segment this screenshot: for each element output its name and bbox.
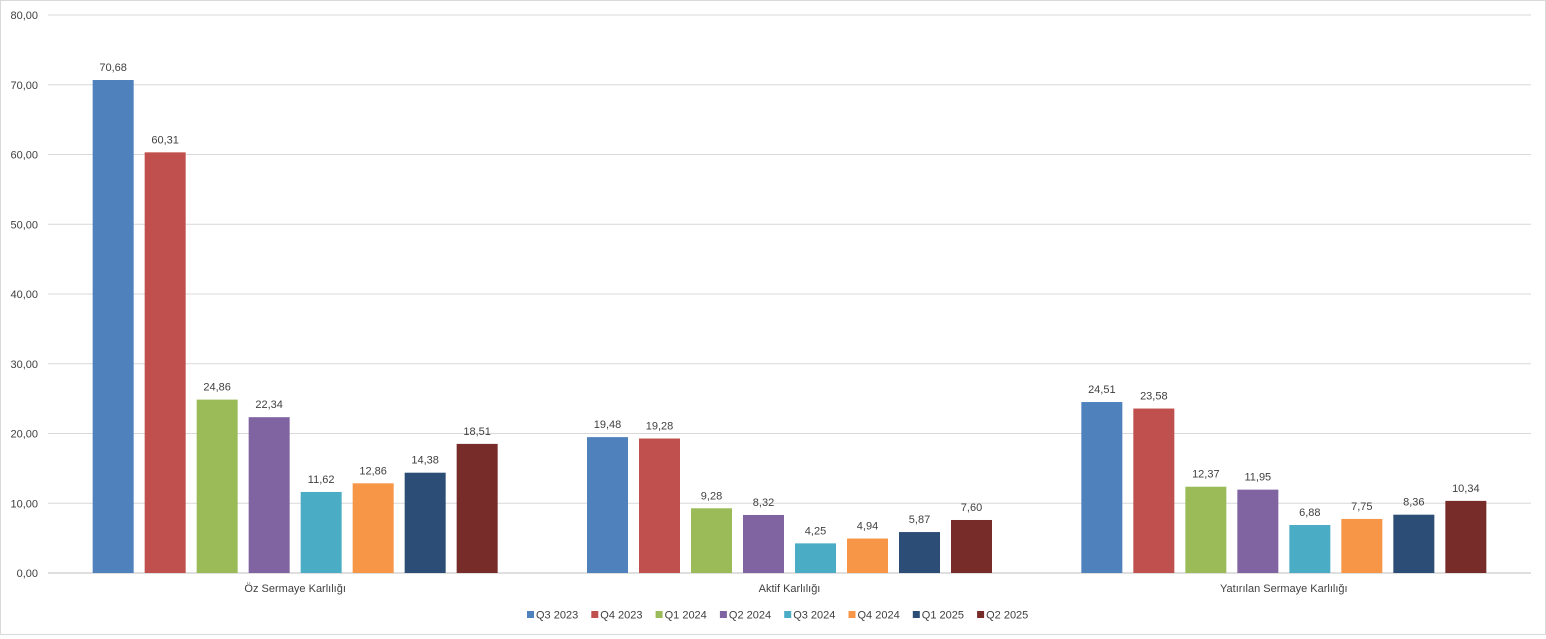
bar (1081, 402, 1123, 573)
data-label: 11,62 (308, 474, 335, 486)
data-label: 11,95 (1244, 472, 1271, 484)
y-tick-label: 60,00 (10, 150, 38, 162)
data-label: 19,48 (594, 419, 622, 431)
data-label: 14,38 (411, 455, 439, 467)
data-label: 8,36 (1403, 497, 1424, 509)
legend-swatch (977, 611, 985, 618)
bar (404, 472, 446, 573)
data-label: 5,87 (909, 514, 930, 526)
legend: Q3 2023 Q4 2023 Q1 2024 Q2 2024 Q3 2024 Q4 20… (527, 610, 1028, 622)
legend-label: Q3 2023 (536, 610, 578, 622)
legend-label: Q4 2024 (858, 610, 900, 622)
legend-swatch (912, 611, 920, 618)
legend-swatch (719, 611, 727, 618)
bar (691, 508, 732, 573)
y-tick-label: 10,00 (10, 498, 38, 510)
data-label: 7,75 (1351, 501, 1372, 513)
data-label: 6,88 (1299, 507, 1320, 519)
x-axis-category-labels: Öz Sermaye Karlılığı Aktif Karlılığı Yatır… (244, 583, 1347, 595)
y-tick-label: 0,00 (17, 568, 38, 580)
bar (899, 532, 940, 573)
bar (1341, 518, 1383, 573)
y-tick-label: 20,00 (10, 429, 38, 441)
data-label: 18,51 (463, 426, 491, 438)
bar (1133, 408, 1175, 573)
bar (92, 80, 134, 574)
data-label: 24,86 (203, 382, 231, 394)
data-label: 9,28 (701, 490, 722, 502)
legend-label: Q1 2024 (665, 610, 707, 622)
bar (1393, 514, 1435, 573)
legend-label: Q4 2023 (600, 610, 642, 622)
bar (248, 417, 290, 573)
y-tick-label: 70,00 (10, 80, 38, 92)
bar (639, 438, 680, 573)
data-label: 70,68 (99, 62, 127, 74)
data-label: 23,58 (1140, 391, 1168, 403)
y-tick-label: 50,00 (10, 219, 38, 231)
data-label: 4,94 (857, 521, 878, 533)
data-label: 12,86 (359, 465, 387, 477)
legend-label: Q1 2025 (922, 610, 964, 622)
data-label: 60,31 (151, 134, 179, 146)
category-label: Yatırılan Sermaye Karlılığı (1220, 583, 1348, 595)
bar (1237, 489, 1279, 573)
bar (196, 399, 238, 573)
legend-label: Q2 2024 (729, 610, 771, 622)
legend-swatch (848, 611, 856, 618)
legend-label: Q2 2025 (986, 610, 1028, 622)
y-tick-label: 40,00 (10, 289, 38, 301)
bar (1185, 486, 1227, 573)
data-label: 10,34 (1452, 483, 1480, 495)
legend-swatch (527, 611, 534, 618)
bar (300, 491, 342, 573)
bar (456, 443, 498, 573)
data-label: 24,51 (1088, 384, 1116, 396)
legend-swatch (655, 611, 663, 618)
legend-swatch (591, 611, 599, 618)
bars (92, 80, 1487, 574)
bar (587, 437, 628, 573)
bar (951, 519, 992, 573)
y-tick-label: 80,00 (10, 10, 38, 22)
bar (1445, 500, 1487, 573)
data-labels: 70,68 60,31 24,86 22,34 11,62 12,86 14,38 18,51… (99, 62, 1479, 537)
gridlines (48, 14, 1531, 574)
bar (1289, 525, 1331, 573)
data-label: 12,37 (1192, 469, 1220, 481)
bar (743, 514, 784, 573)
data-label: 8,32 (753, 497, 774, 509)
data-label: 7,60 (961, 502, 982, 514)
bar (352, 483, 394, 573)
bar (795, 543, 836, 573)
y-tick-label: 30,00 (10, 359, 38, 371)
legend-swatch (784, 611, 792, 618)
data-label: 4,25 (805, 525, 826, 537)
category-label: Aktif Karlılığı (759, 583, 821, 595)
bar (144, 152, 186, 573)
data-label: 19,28 (646, 421, 674, 433)
data-label: 22,34 (255, 399, 283, 411)
legend-label: Q3 2024 (793, 610, 835, 622)
y-axis-tick-labels: 0,00 10,00 20,00 30,00 40,00 50,00 60,00 70,00 8… (10, 10, 38, 580)
bar (847, 538, 888, 573)
category-label: Öz Sermaye Karlılığı (244, 583, 345, 595)
